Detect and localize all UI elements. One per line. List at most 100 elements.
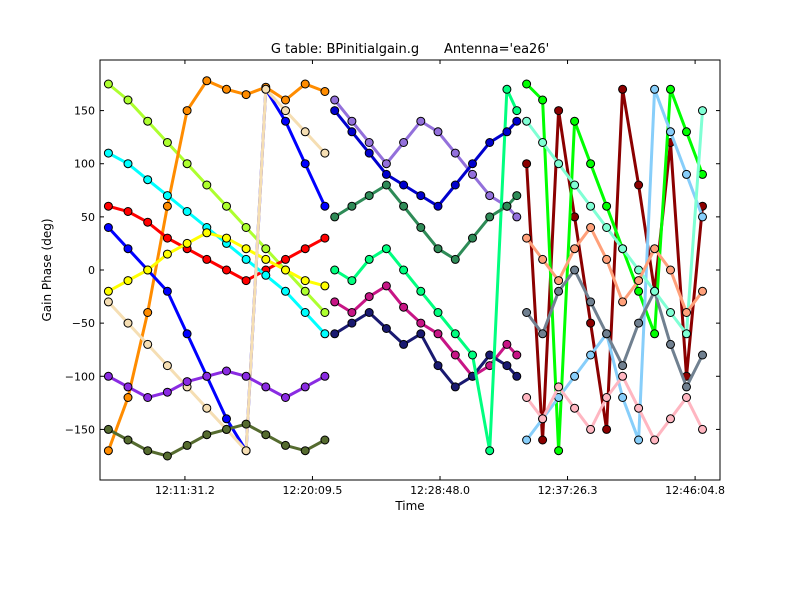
data-point	[162, 361, 172, 371]
data-point	[570, 244, 580, 254]
data-point	[103, 148, 113, 158]
data-point	[554, 276, 564, 286]
data-point	[698, 169, 707, 179]
data-point	[570, 212, 580, 222]
data-point	[416, 286, 426, 296]
data-point	[485, 350, 495, 360]
series-9	[330, 95, 522, 222]
data-point	[450, 382, 460, 392]
y-tick-label: 0	[88, 264, 95, 277]
data-point	[554, 159, 564, 169]
data-point	[202, 180, 212, 190]
data-point	[433, 308, 443, 317]
data-point	[222, 265, 231, 275]
data-point	[634, 403, 644, 413]
data-point	[300, 446, 310, 456]
data-point	[634, 276, 644, 286]
data-point	[261, 270, 271, 280]
data-point	[123, 207, 133, 216]
data-point	[554, 106, 564, 116]
data-point	[381, 180, 391, 190]
x-tick-label: 12:28:48.0	[410, 484, 470, 497]
series-line	[107, 85, 327, 455]
data-point	[143, 308, 153, 317]
data-point	[634, 435, 644, 445]
data-point	[320, 148, 330, 158]
x-tick-label: 12:20:09.5	[282, 484, 342, 497]
data-point	[320, 435, 330, 445]
data-point	[682, 169, 691, 179]
data-point	[502, 84, 512, 94]
data-point	[241, 371, 251, 381]
data-point	[330, 329, 340, 339]
data-point	[123, 393, 133, 402]
data-point	[162, 201, 172, 211]
data-point	[586, 201, 596, 211]
data-point	[399, 180, 409, 190]
data-point	[202, 430, 212, 440]
data-point	[399, 265, 409, 275]
data-point	[433, 361, 443, 371]
data-point	[450, 180, 460, 190]
data-point	[485, 138, 495, 147]
data-point	[450, 254, 460, 264]
data-point	[650, 244, 660, 254]
data-point	[570, 180, 580, 190]
data-point	[330, 265, 340, 275]
data-point	[468, 159, 477, 169]
series-12	[330, 84, 522, 456]
data-point	[182, 159, 192, 169]
data-point	[666, 127, 675, 137]
data-point	[538, 138, 548, 147]
data-point	[162, 451, 172, 461]
y-tick-label: 150	[74, 105, 95, 118]
data-point	[698, 212, 707, 222]
x-axis: 12:11:31.2 12:20:09.5 12:28:48.0 12:37:26.3…	[155, 60, 725, 497]
data-point	[300, 159, 310, 169]
data-point	[538, 329, 548, 339]
data-point	[222, 201, 231, 211]
data-point	[634, 318, 644, 328]
x-tick-label: 12:11:31.2	[155, 484, 215, 497]
series-11	[330, 308, 522, 392]
data-point	[650, 84, 660, 94]
data-point	[586, 318, 596, 328]
series-line	[107, 82, 326, 314]
data-point	[512, 116, 522, 126]
data-point	[222, 414, 231, 424]
series-8	[103, 419, 330, 461]
data-point	[433, 244, 443, 254]
data-point	[281, 95, 290, 105]
data-point	[123, 382, 133, 392]
data-point	[241, 446, 251, 456]
data-point	[666, 339, 675, 349]
series-7	[103, 366, 330, 402]
data-point	[123, 159, 133, 169]
data-point	[103, 297, 113, 307]
data-point	[281, 286, 290, 296]
data-point	[222, 424, 231, 434]
x-tick-label: 12:37:26.3	[538, 484, 598, 497]
data-point	[538, 435, 548, 445]
data-point	[416, 318, 426, 328]
data-point	[261, 254, 271, 264]
y-axis: −150 −100 −50 0 50 100 150	[65, 105, 720, 436]
data-point	[347, 127, 357, 137]
data-point	[570, 116, 580, 126]
data-point	[222, 84, 231, 94]
data-point	[570, 403, 580, 413]
data-point	[202, 371, 212, 381]
data-point	[300, 286, 310, 296]
data-point	[320, 329, 330, 339]
chart-title: G table: BPinitialgain.g Antenna='ea26'	[271, 42, 549, 57]
data-point	[602, 223, 612, 232]
data-point	[281, 393, 290, 402]
data-point	[143, 339, 153, 349]
data-point	[261, 382, 271, 392]
series-line	[107, 84, 327, 456]
data-point	[364, 148, 374, 158]
data-point	[570, 371, 580, 381]
data-point	[261, 84, 271, 94]
data-point	[364, 191, 374, 201]
data-point	[143, 217, 153, 227]
